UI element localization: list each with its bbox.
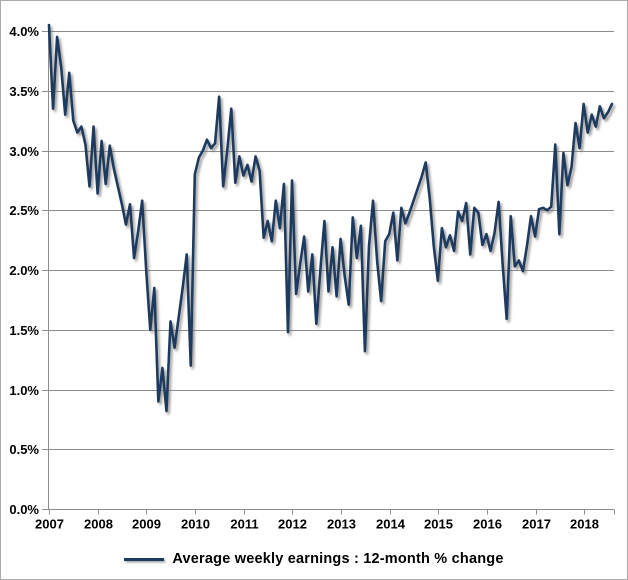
chart-legend: Average weekly earnings : 12-month % cha… bbox=[1, 544, 627, 574]
earnings-series-line bbox=[47, 23, 614, 413]
x-axis-label: 2014 bbox=[376, 517, 406, 532]
x-axis-label: 2008 bbox=[84, 517, 113, 532]
x-axis-label: 2018 bbox=[570, 517, 599, 532]
y-axis-label: 1.0% bbox=[9, 383, 39, 398]
y-axis-label: 0.5% bbox=[9, 442, 39, 457]
x-axis-label: 2013 bbox=[327, 517, 356, 532]
legend-line-swatch bbox=[124, 557, 165, 561]
x-axis-label: 2017 bbox=[522, 517, 551, 532]
y-axis-label: 3.5% bbox=[9, 84, 39, 99]
y-axis-label: 1.5% bbox=[9, 323, 39, 338]
x-axis-label: 2016 bbox=[473, 517, 502, 532]
x-axis-label: 2007 bbox=[35, 517, 64, 532]
x-axis-label: 2012 bbox=[278, 517, 307, 532]
y-axis-label: 4.0% bbox=[9, 24, 39, 39]
y-axis-label: 2.0% bbox=[9, 263, 39, 278]
x-axis-label: 2009 bbox=[132, 517, 161, 532]
y-axis-label: 3.0% bbox=[9, 144, 39, 159]
y-axis-label: 0.0% bbox=[9, 502, 39, 517]
x-axis-label: 2011 bbox=[230, 517, 258, 532]
legend-label: Average weekly earnings : 12-month % cha… bbox=[172, 551, 504, 567]
x-axis-label: 2015 bbox=[424, 517, 453, 532]
x-axis-label: 2010 bbox=[181, 517, 210, 532]
y-axis-label: 2.5% bbox=[9, 203, 39, 218]
